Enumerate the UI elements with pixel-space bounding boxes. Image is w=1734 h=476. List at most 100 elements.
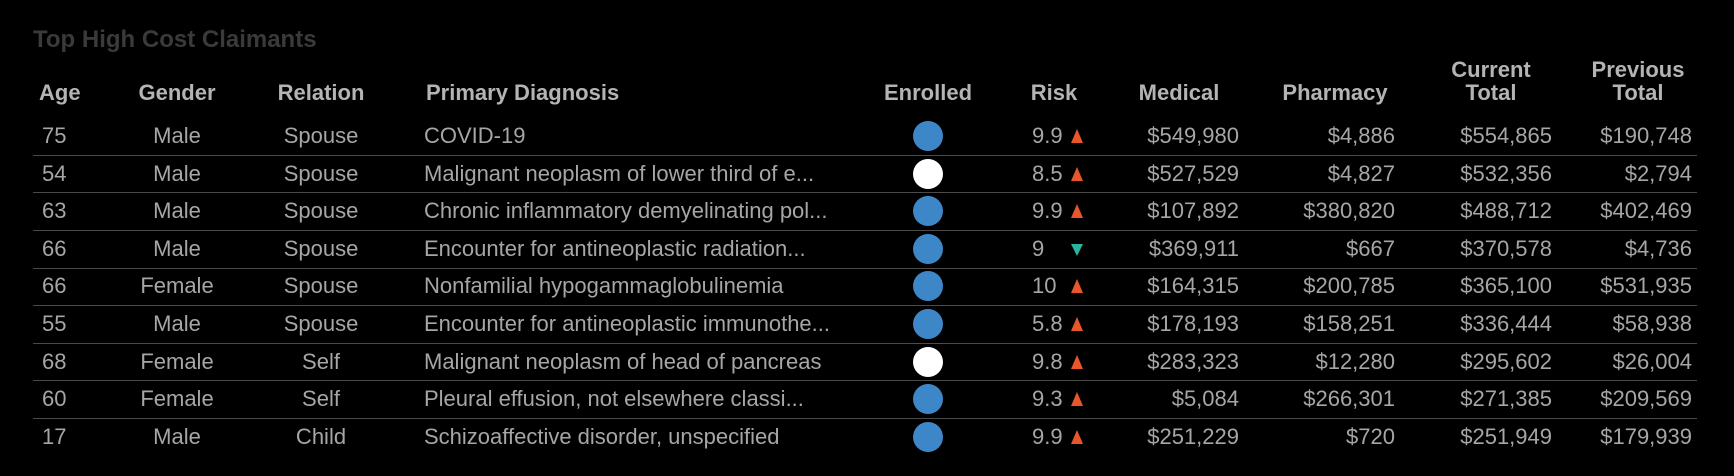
table-cell: Male	[153, 198, 201, 224]
table-cell: Spouse	[283, 160, 359, 186]
table-cell: $365,100	[1460, 273, 1552, 299]
arrow-shape	[1071, 429, 1083, 444]
table-cell: 66	[42, 273, 67, 299]
arrow-shape	[1071, 317, 1083, 331]
arrow-shape	[1071, 204, 1083, 219]
table-cell: $531,935	[1600, 273, 1692, 299]
column-header: Age	[39, 80, 81, 105]
column-header: Enrolled	[883, 80, 973, 105]
row-separator	[33, 154, 1697, 156]
table-cell: $200,785	[1303, 273, 1395, 299]
row-separator	[33, 305, 1697, 307]
row-separator	[33, 342, 1697, 344]
table-cell: Female	[140, 273, 214, 299]
table-cell: Child	[295, 423, 347, 449]
table-cell: 9.9	[1032, 423, 1063, 449]
table-cell: $26,004	[1612, 348, 1692, 374]
enrolled-indicator	[913, 196, 943, 227]
table-cell: $251,949	[1460, 423, 1552, 449]
row-separator	[33, 192, 1697, 194]
row-separator	[33, 380, 1697, 382]
risk-trend-arrow	[1071, 354, 1083, 369]
column-header: Gender	[138, 80, 216, 105]
table-cell: Spouse	[283, 311, 359, 336]
table-cell: $158,251	[1303, 311, 1395, 336]
table-cell: 8.5	[1032, 160, 1063, 186]
row-separator	[33, 230, 1697, 231]
table-cell: $402,469	[1600, 198, 1692, 224]
table-cell: $369,911	[1148, 235, 1239, 261]
table-cell: Encounter for antineoplastic immunothe..…	[424, 311, 831, 336]
table-cell: $549,980	[1147, 123, 1239, 148]
table-cell: $527,529	[1147, 160, 1239, 186]
arrow-shape	[1071, 392, 1083, 407]
row-separator	[33, 418, 1697, 419]
table-cell: $12,280	[1315, 348, 1395, 374]
table-cell: $554,865	[1460, 123, 1552, 148]
table-cell: $370,578	[1460, 235, 1552, 261]
risk-trend-arrow	[1071, 429, 1083, 444]
table-cell: Self	[302, 386, 340, 412]
table-cell: 17	[42, 423, 67, 449]
enrolled-indicator	[913, 309, 943, 339]
enrolled-indicator	[913, 233, 943, 264]
table-cell: $283,323	[1147, 348, 1239, 374]
table-cell: Malignant neoplasm of lower third of e..…	[424, 160, 815, 186]
table-cell: 54	[42, 160, 67, 186]
table-cell: Pleural effusion, not elsewhere classi..…	[424, 386, 804, 412]
enrolled-indicator	[913, 346, 943, 377]
table-cell: Female	[140, 386, 214, 412]
enrolled-indicator	[913, 384, 943, 415]
enrolled-indicator	[913, 421, 943, 452]
enrolled-indicator	[913, 271, 943, 302]
table-cell: $667	[1346, 235, 1395, 261]
table-cell: 10	[1032, 273, 1057, 299]
table-cell: Male	[153, 423, 201, 449]
risk-trend-arrow	[1071, 129, 1083, 143]
arrow-shape	[1071, 243, 1083, 256]
risk-trend-arrow	[1071, 166, 1083, 181]
table-title: Top High Cost Claimants	[33, 26, 317, 53]
column-header: Pharmacy	[1282, 80, 1388, 105]
table-cell: Male	[153, 311, 201, 336]
risk-trend-arrow	[1071, 279, 1083, 294]
table-cell: Male	[153, 123, 201, 148]
table-cell: $107,892	[1147, 198, 1239, 224]
table-cell: $266,301	[1303, 386, 1395, 412]
table-cell: Male	[153, 160, 201, 186]
table-cell: Encounter for antineoplastic radiation..…	[424, 235, 806, 261]
risk-trend-arrow	[1071, 317, 1083, 331]
table-cell: $4,827	[1327, 160, 1395, 186]
table-cell: $271,385	[1460, 386, 1552, 412]
table-cell: 60	[42, 386, 67, 412]
table-cell: $190,748	[1600, 123, 1692, 148]
table-cell: Nonfamilial hypogammaglobulinemia	[424, 273, 784, 299]
table-cell: 66	[42, 235, 67, 261]
table-cell: $295,602	[1460, 348, 1552, 374]
table-cell: Spouse	[283, 235, 359, 261]
column-header: Current Total	[1451, 57, 1531, 105]
table-cell: Spouse	[283, 198, 359, 224]
column-header: Relation	[277, 80, 365, 105]
table-cell: $336,444	[1460, 311, 1552, 336]
table-cell: $209,569	[1600, 386, 1692, 412]
arrow-shape	[1071, 354, 1083, 369]
risk-trend-arrow	[1071, 204, 1083, 219]
table-cell: Spouse	[283, 273, 359, 299]
column-header: Primary Diagnosis	[426, 80, 620, 105]
table-cell: $4,886	[1327, 123, 1395, 148]
table-cell: 75	[42, 123, 67, 148]
table-cell: 55	[42, 311, 67, 336]
table-cell: $58,938	[1612, 311, 1692, 336]
enrolled-indicator	[913, 158, 943, 189]
table-cell: Male	[153, 235, 201, 261]
table-cell: 63	[42, 198, 67, 224]
table-cell: $488,712	[1460, 198, 1552, 224]
table-cell: 9	[1032, 235, 1045, 261]
column-header: Previous Total	[1591, 57, 1685, 105]
table-cell: 5.8	[1032, 311, 1063, 336]
enrolled-indicator	[913, 121, 943, 151]
table-cell: $179,939	[1600, 423, 1692, 449]
table-cell: Schizoaffective disorder, unspecified	[424, 423, 780, 449]
